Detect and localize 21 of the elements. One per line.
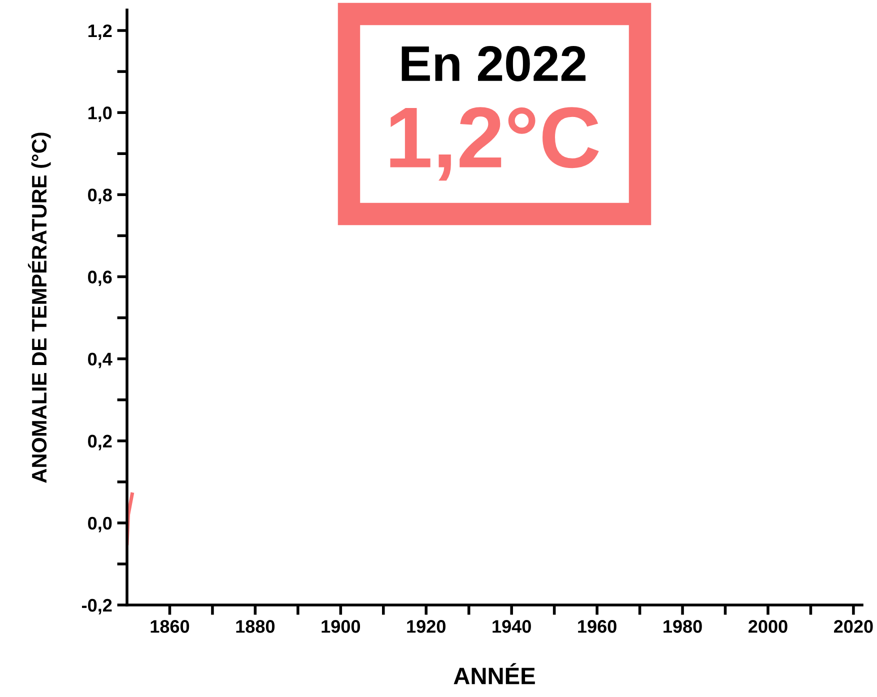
y-tick-label: -0,2 (82, 598, 112, 614)
x-tick-label: 1920 (407, 620, 446, 633)
annotation: 1,2°C (390, 107, 599, 181)
y-axis-title: ANOMALIE DE TEMPÉRATURE (°C) (28, 132, 51, 483)
x-tick-label: 1880 (236, 620, 275, 633)
x-tick-label: 2020 (834, 620, 873, 633)
x-axis-title: ANNÉE (454, 663, 535, 684)
y-tick-label: 0,6 (88, 270, 112, 286)
x-tick-label: 2000 (748, 620, 788, 633)
annotation: En 2022 (402, 46, 586, 82)
y-tick-label: 0,0 (88, 516, 112, 532)
y-tick-label: 0,2 (88, 434, 112, 450)
y-tick-label: 1,0 (88, 106, 112, 122)
y-tick-label: 1,2 (88, 24, 112, 40)
x-tick-label: 1860 (150, 620, 190, 633)
x-tick-label: 1960 (578, 620, 616, 633)
x-tick-label: 1980 (664, 620, 702, 633)
y-tick-label: 0,8 (88, 188, 112, 204)
x-tick-label: 1940 (492, 620, 531, 633)
x-tick-label: 1900 (322, 620, 360, 633)
y-tick-label: 0,4 (88, 352, 112, 368)
